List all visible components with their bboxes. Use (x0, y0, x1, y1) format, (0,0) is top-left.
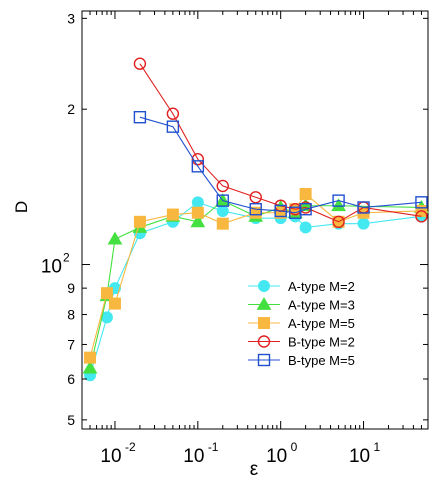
data-point (249, 191, 262, 204)
legend-label: A-type M=5 (288, 316, 355, 331)
y-tick-label: 7 (67, 336, 75, 352)
legend-item: A-type M=3 (248, 296, 355, 313)
x-tick-label: 10 (349, 446, 370, 467)
data-point (415, 196, 428, 209)
x-tick-label: 10 (183, 446, 204, 467)
x-axis-label: ε (250, 459, 259, 480)
y-tick-label: 9 (67, 280, 75, 296)
x-tick-label-exponent: 0 (291, 440, 298, 454)
legend-item: B-type M=5 (248, 353, 355, 368)
data-point (191, 206, 204, 219)
data-point (216, 204, 229, 217)
x-tick-label-exponent: 1 (374, 440, 381, 454)
legend-label: A-type M=3 (288, 298, 355, 313)
legend-label: B-type M=5 (288, 353, 355, 368)
y-tick-label: 2 (67, 101, 75, 117)
data-point (191, 160, 205, 173)
series-group (82, 57, 429, 382)
data-point (108, 297, 121, 310)
data-point (299, 203, 312, 216)
x-tick-label: 10 (266, 446, 287, 467)
y-tick-label: 10 (41, 257, 62, 278)
legend-label: B-type M=2 (288, 335, 355, 350)
data-point (274, 204, 287, 218)
y-axis-label: D (12, 201, 31, 213)
legend-swatch-marker (258, 317, 270, 329)
series-line (139, 116, 422, 214)
y-tick-label: 8 (67, 307, 75, 323)
legend-swatch-marker (257, 335, 271, 348)
data-point (191, 153, 205, 166)
legend-item: A-type M=5 (248, 316, 355, 331)
data-point (299, 221, 312, 234)
data-point (332, 215, 345, 229)
data-point (216, 217, 229, 230)
y-tick-label: 6 (67, 371, 75, 387)
data-point (82, 360, 98, 374)
y-tick-label-exponent: 2 (63, 251, 70, 265)
data-point (107, 231, 123, 245)
x-tick-label-exponent: -1 (208, 440, 219, 454)
data-point (299, 187, 312, 200)
x-tick-label: 10 (100, 446, 121, 467)
legend-label: A-type M=2 (288, 279, 355, 294)
legend-swatch-marker (258, 280, 270, 292)
data-point (166, 107, 180, 120)
x-tick-label-exponent: -2 (125, 440, 136, 454)
data-point (190, 214, 206, 228)
data-point (357, 201, 370, 214)
data-point (249, 203, 262, 216)
data-point (133, 215, 146, 228)
data-point (415, 210, 428, 223)
y-tick-label: 3 (67, 10, 75, 26)
legend-item: A-type M=2 (248, 279, 355, 294)
y-tick-label: 5 (67, 412, 75, 428)
data-point (84, 351, 97, 364)
data-point (100, 287, 113, 300)
legend-swatch-marker (256, 296, 272, 310)
data-point (216, 179, 229, 193)
legend-swatch-marker (257, 353, 271, 367)
data-point (191, 196, 204, 209)
data-point (357, 217, 370, 230)
data-point (133, 110, 147, 124)
series-5 (133, 110, 428, 219)
legend-item: B-type M=2 (248, 335, 355, 350)
data-point (166, 120, 180, 133)
data-point (216, 194, 229, 207)
data-point (331, 198, 346, 212)
data-point (332, 194, 345, 207)
legend: A-type M=2 A-type M=3 A-type M=5 B-type M=2… (248, 279, 355, 368)
data-point (166, 208, 179, 221)
data-point (133, 57, 147, 70)
